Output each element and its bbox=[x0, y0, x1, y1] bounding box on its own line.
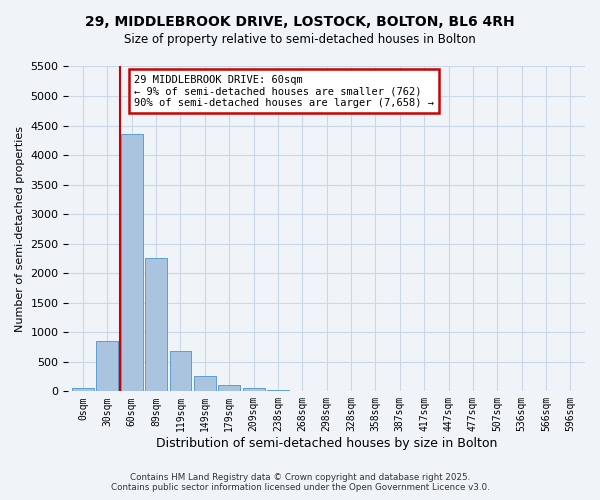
Bar bbox=[121, 134, 143, 392]
Bar bbox=[218, 384, 240, 392]
Y-axis label: Number of semi-detached properties: Number of semi-detached properties bbox=[15, 126, 25, 332]
Text: Size of property relative to semi-detached houses in Bolton: Size of property relative to semi-detach… bbox=[124, 32, 476, 46]
Text: 29 MIDDLEBROOK DRIVE: 60sqm
← 9% of semi-detached houses are smaller (762)
90% o: 29 MIDDLEBROOK DRIVE: 60sqm ← 9% of semi… bbox=[134, 74, 434, 108]
Bar bbox=[242, 388, 265, 392]
Text: 29, MIDDLEBROOK DRIVE, LOSTOCK, BOLTON, BL6 4RH: 29, MIDDLEBROOK DRIVE, LOSTOCK, BOLTON, … bbox=[85, 15, 515, 29]
X-axis label: Distribution of semi-detached houses by size in Bolton: Distribution of semi-detached houses by … bbox=[156, 437, 497, 450]
Bar bbox=[194, 376, 216, 392]
Bar bbox=[97, 341, 118, 392]
Bar bbox=[72, 388, 94, 392]
Bar bbox=[267, 390, 289, 392]
Bar bbox=[145, 258, 167, 392]
Text: Contains HM Land Registry data © Crown copyright and database right 2025.
Contai: Contains HM Land Registry data © Crown c… bbox=[110, 473, 490, 492]
Bar bbox=[292, 390, 313, 392]
Bar bbox=[170, 350, 191, 392]
